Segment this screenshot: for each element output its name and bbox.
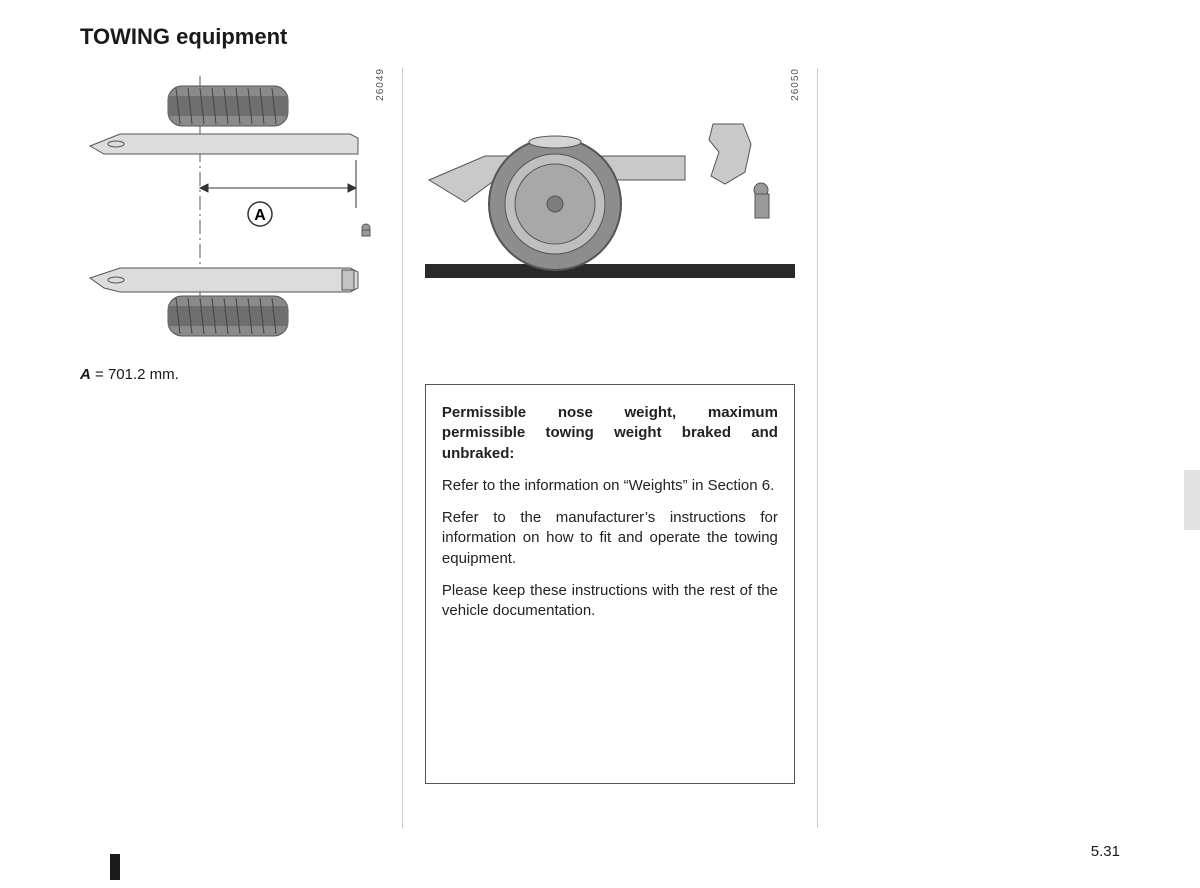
top-view-svg: A	[80, 68, 380, 348]
footer-mark	[110, 854, 120, 880]
info-p2: Refer to the manufacturer’s instruc­tion…	[442, 508, 778, 569]
info-heading: Permissible nose weight, maxi­mum permis…	[442, 403, 778, 464]
dimension-value: = 701.2 mm.	[91, 366, 179, 383]
middle-column: 26050	[425, 68, 795, 828]
info-p1: Refer to the information on “Weights” in…	[442, 476, 778, 496]
manual-page: TOWING equipment 26049	[0, 0, 1200, 888]
info-p3: Please keep these instructions with the …	[442, 581, 778, 622]
page-title: TOWING equipment	[80, 24, 1120, 50]
left-column: 26049	[80, 68, 380, 828]
right-column	[840, 68, 1120, 828]
content-columns: 26049	[80, 68, 1120, 828]
figure-side-view: 26050	[425, 68, 795, 308]
figure-ref-left: 26049	[375, 68, 386, 101]
dimension-marker: A	[254, 207, 266, 224]
dimension-line: A = 701.2 mm.	[80, 366, 380, 383]
info-box: Permissible nose weight, maxi­mum permis…	[425, 384, 795, 784]
column-divider-1	[402, 68, 403, 828]
side-view-svg	[425, 68, 795, 308]
figure-ref-right: 26050	[790, 68, 801, 101]
figure-top-view: 26049	[80, 68, 380, 348]
column-divider-2	[817, 68, 818, 828]
dimension-var: A	[80, 366, 91, 383]
edge-tab	[1184, 470, 1200, 530]
page-number: 5.31	[1091, 843, 1120, 860]
